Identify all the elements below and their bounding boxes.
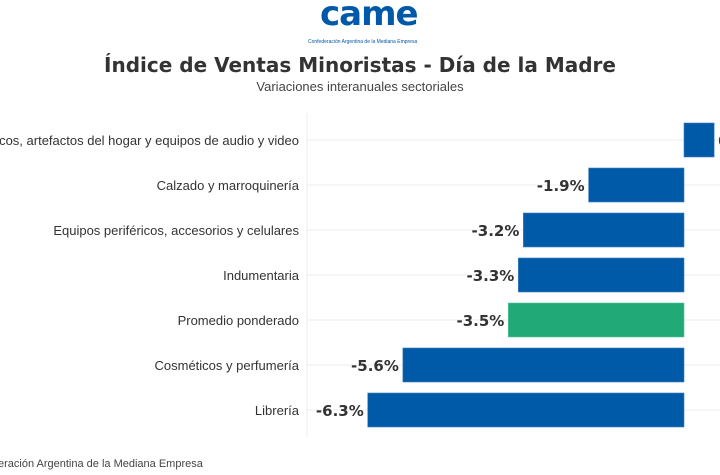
chart-title: Índice de Ventas Minoristas - Día de la … — [104, 53, 616, 77]
logo-subtitle: Confederación Argentina de la Mediana Em… — [308, 39, 418, 45]
chart-subtitle: Variaciones interanuales sectoriales — [256, 79, 464, 94]
value-label: -1.9% — [537, 177, 585, 195]
bar — [683, 122, 715, 158]
category-label: ésticos, artefactos del hogar y equipos … — [0, 133, 299, 148]
source-credit: eración Argentina de la Mediana Empresa — [0, 458, 203, 470]
category-label: Calzado y marroquinería — [157, 178, 300, 193]
logo-wordmark: came — [320, 0, 419, 34]
category-label: Indumentaria — [223, 268, 300, 283]
category-label: Cosméticos y perfumería — [155, 358, 300, 373]
category-label: Equipos periféricos, accesorios y celula… — [53, 223, 299, 238]
value-label: -3.3% — [467, 267, 515, 285]
bar — [588, 167, 685, 203]
value-label: -6.3% — [316, 402, 364, 420]
value-label: -3.2% — [472, 222, 520, 240]
bar — [507, 302, 685, 338]
value-label: -5.6% — [351, 357, 399, 375]
bar — [518, 257, 685, 293]
bar — [523, 212, 685, 248]
value-label: 0.6% — [718, 132, 720, 150]
bar — [402, 347, 685, 383]
came-logo: came Confederación Argentina de la Media… — [300, 0, 430, 48]
bar — [367, 392, 685, 428]
value-label: -3.5% — [456, 312, 504, 330]
category-label: Librería — [255, 403, 300, 418]
category-label: Promedio ponderado — [178, 313, 299, 328]
